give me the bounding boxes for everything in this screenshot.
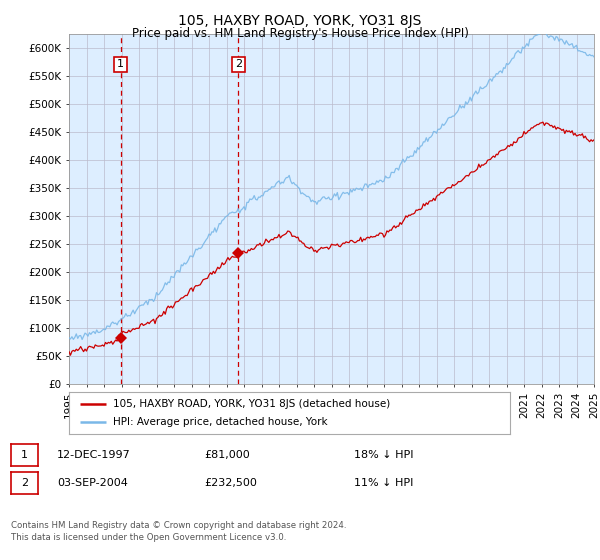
Text: 18% ↓ HPI: 18% ↓ HPI <box>354 450 413 460</box>
Text: Contains HM Land Registry data © Crown copyright and database right 2024.
This d: Contains HM Land Registry data © Crown c… <box>11 521 346 542</box>
Text: 2: 2 <box>235 59 242 69</box>
Text: 12-DEC-1997: 12-DEC-1997 <box>57 450 131 460</box>
Text: £81,000: £81,000 <box>204 450 250 460</box>
Text: £232,500: £232,500 <box>204 478 257 488</box>
Text: 105, HAXBY ROAD, YORK, YO31 8JS (detached house): 105, HAXBY ROAD, YORK, YO31 8JS (detache… <box>113 399 391 409</box>
Text: HPI: Average price, detached house, York: HPI: Average price, detached house, York <box>113 417 328 427</box>
Text: 2: 2 <box>21 478 28 488</box>
Text: 11% ↓ HPI: 11% ↓ HPI <box>354 478 413 488</box>
Text: 03-SEP-2004: 03-SEP-2004 <box>57 478 128 488</box>
Text: Price paid vs. HM Land Registry's House Price Index (HPI): Price paid vs. HM Land Registry's House … <box>131 27 469 40</box>
Text: 1: 1 <box>21 450 28 460</box>
Text: 1: 1 <box>117 59 124 69</box>
Text: 105, HAXBY ROAD, YORK, YO31 8JS: 105, HAXBY ROAD, YORK, YO31 8JS <box>178 14 422 28</box>
